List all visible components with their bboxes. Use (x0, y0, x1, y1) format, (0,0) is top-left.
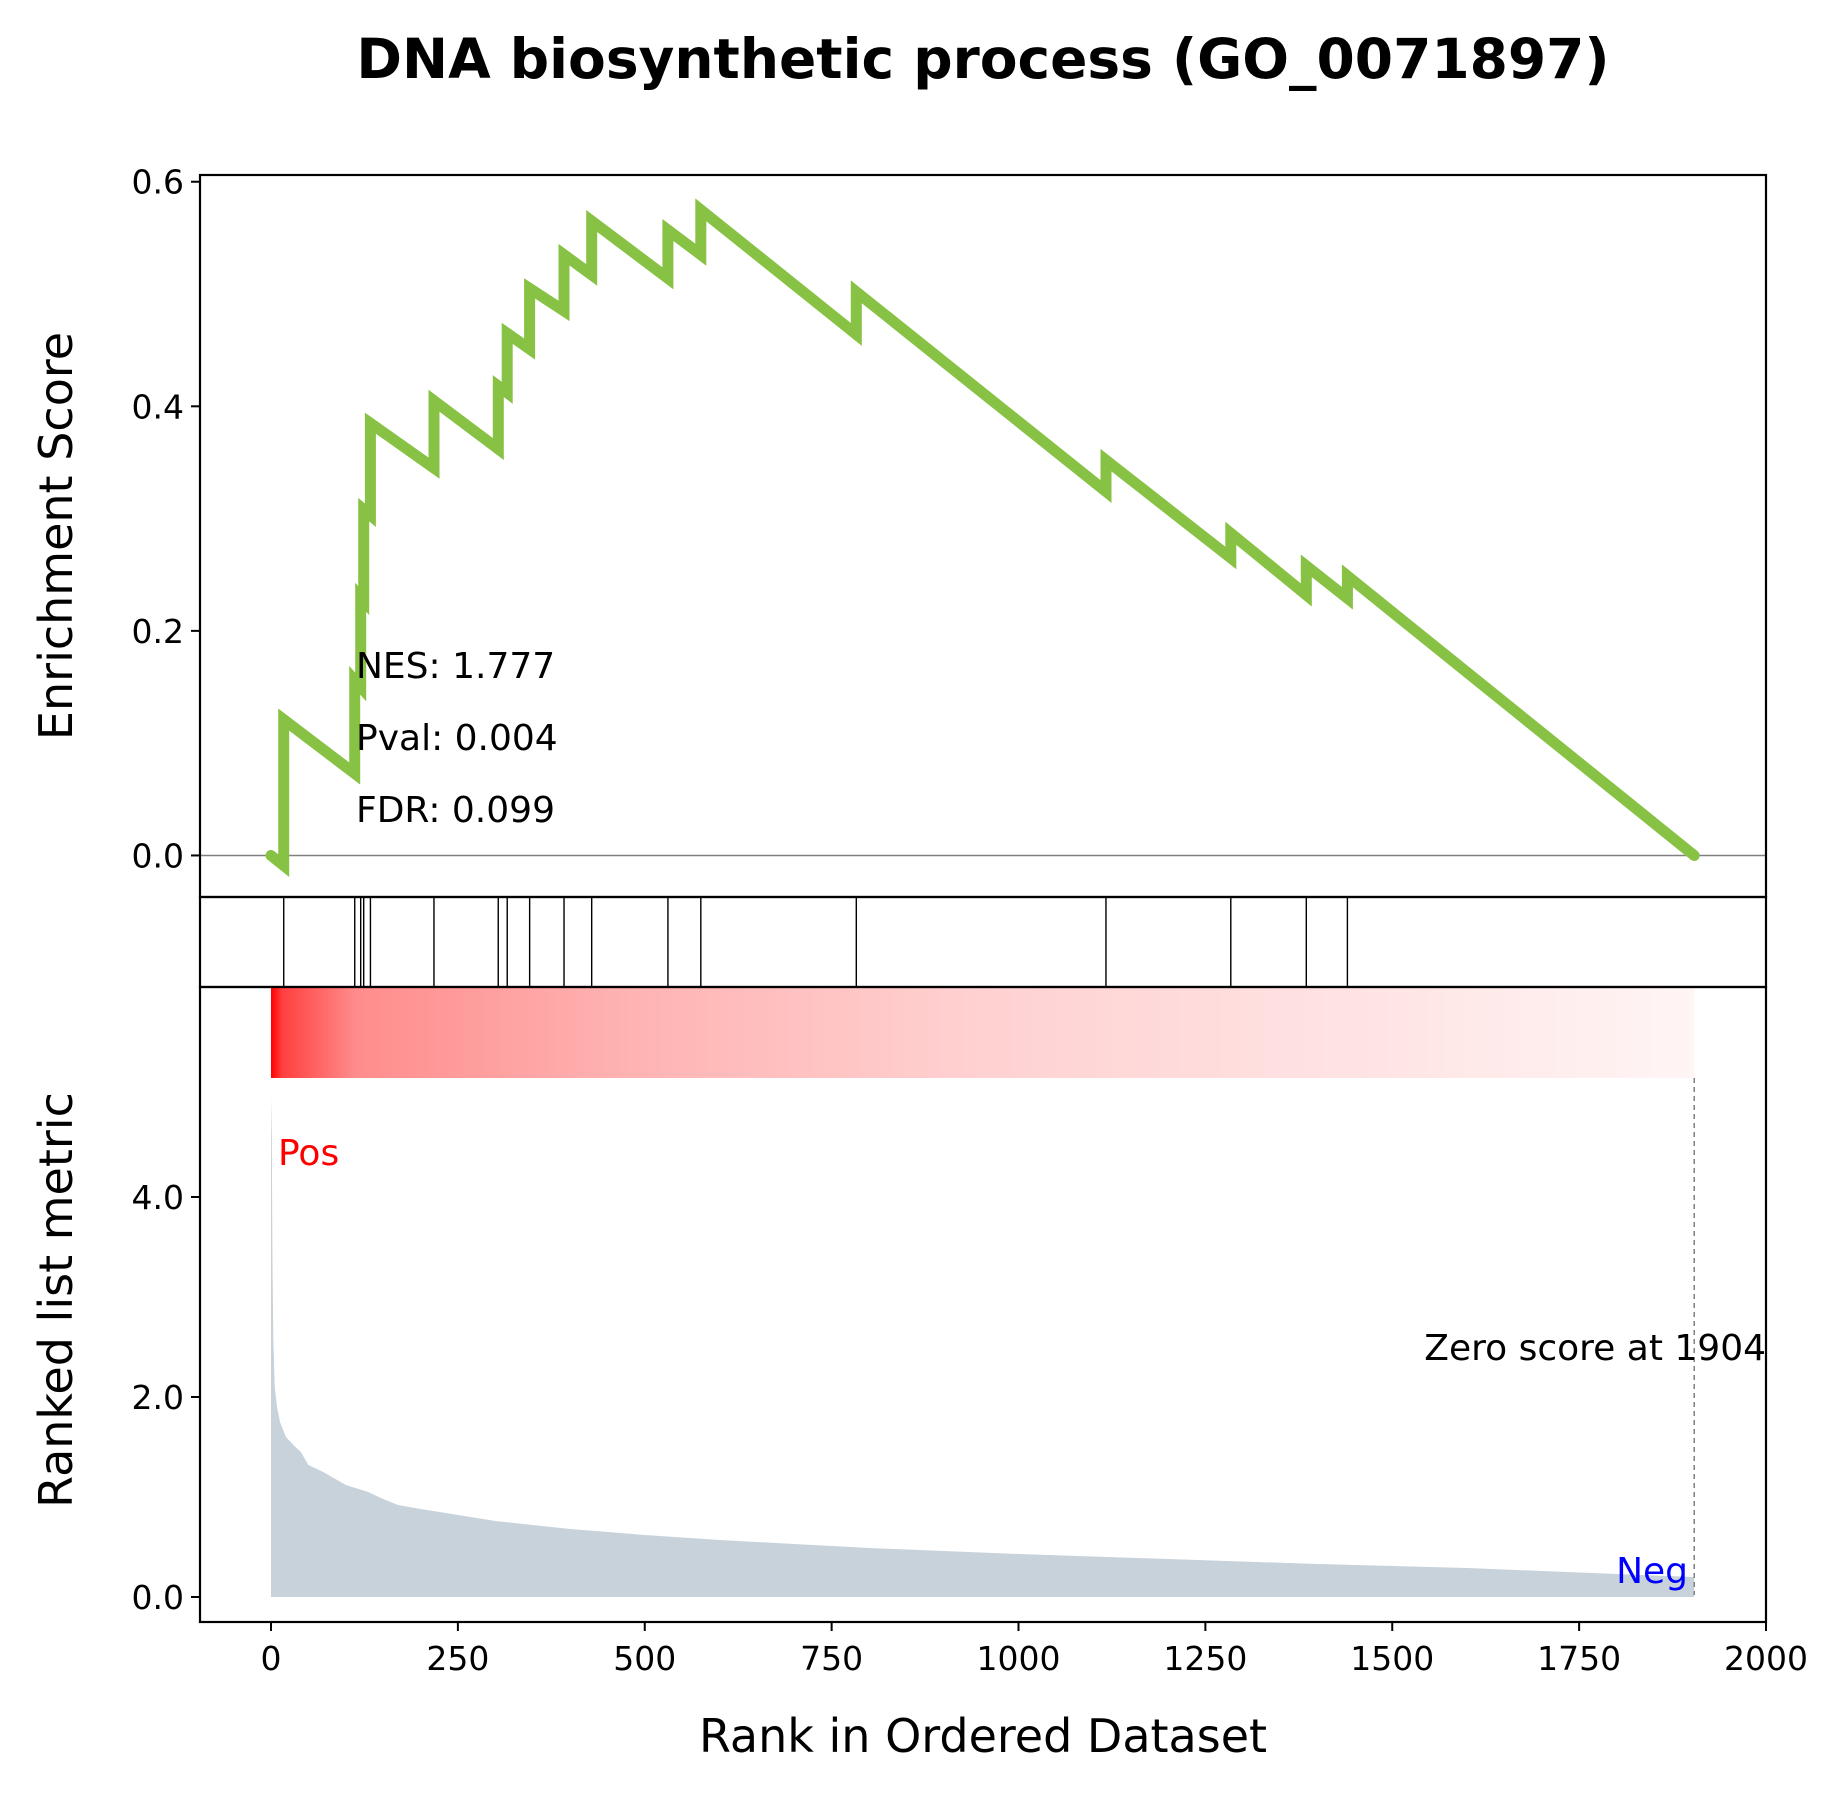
hits-panel-frame (198, 895, 1768, 989)
metric-y-tick-label: 2.0 (132, 1378, 184, 1417)
chart-title: DNA biosynthetic process (GO_0071897) (356, 27, 1609, 91)
es-y-ticks: 0.0 0.2 0.4 0.6 (132, 163, 200, 875)
nes-annotation: NES: 1.777 (356, 646, 555, 687)
x-tick-label: 250 (426, 1639, 489, 1678)
metric-y-tick-label: 0.0 (132, 1578, 184, 1617)
pval-annotation: Pval: 0.004 (356, 718, 558, 759)
neg-label: Neg (1616, 1551, 1688, 1592)
es-panel-frame (198, 173, 1768, 899)
x-tick-label: 1750 (1537, 1639, 1621, 1678)
hits-panel (198, 895, 1768, 989)
metric-y-axis-label: Ranked list metric (29, 1092, 83, 1508)
x-tick-label: 750 (800, 1639, 863, 1678)
zero-score-annotation: Zero score at 1904 (1424, 1328, 1766, 1369)
x-tick-label: 0 (261, 1639, 282, 1678)
x-tick-label: 500 (613, 1639, 676, 1678)
es-y-tick-label: 0.6 (132, 163, 184, 202)
rank-gradient-bar (271, 987, 1695, 1078)
x-tick-label: 2000 (1724, 1639, 1808, 1678)
x-tick-label: 1000 (977, 1639, 1061, 1678)
hit-lines (283, 897, 1349, 987)
es-y-tick-label: 0.2 (132, 612, 184, 651)
es-series-line (265, 198, 1700, 878)
metric-y-ticks: 0.0 2.0 4.0 (132, 1178, 200, 1617)
es-y-tick-label: 0.0 (132, 836, 184, 875)
metric-panel-frame (198, 985, 1768, 1624)
metric-y-tick-label: 4.0 (132, 1178, 184, 1217)
metric-area (271, 1097, 1695, 1597)
x-axis-ticks: 0 250 500 750 1000 1250 1500 1750 2000 (261, 1622, 1808, 1678)
x-tick-label: 1250 (1163, 1639, 1247, 1678)
pos-label: Pos (278, 1133, 339, 1174)
fdr-annotation: FDR: 0.099 (356, 790, 555, 831)
x-axis-label: Rank in Ordered Dataset (699, 1709, 1267, 1763)
ranked-metric-panel: Pos Neg Zero score at 1904 0.0 2.0 4.0 Ran… (29, 985, 1768, 1624)
x-tick-label: 1500 (1350, 1639, 1434, 1678)
es-y-tick-label: 0.4 (132, 387, 184, 426)
es-y-axis-label: Enrichment Score (29, 332, 83, 740)
enrichment-score-panel: 0.0 0.2 0.4 0.6 NES: 1.777 Pval: 0.004 FDR:… (29, 163, 1768, 899)
